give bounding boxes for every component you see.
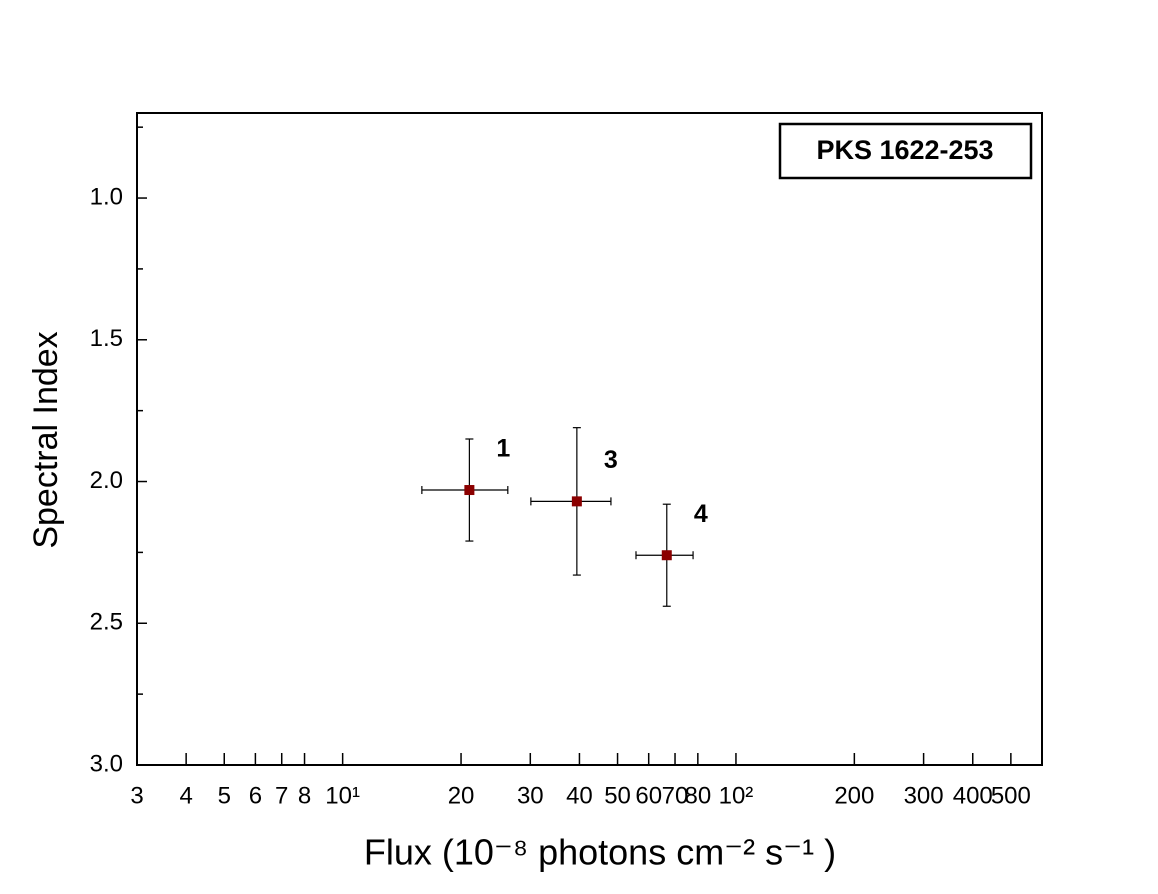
x-tick-label: 8 xyxy=(298,782,311,809)
x-tick-label: 7 xyxy=(275,782,288,809)
point-label: 4 xyxy=(694,500,708,528)
x-tick-label: 20 xyxy=(448,782,475,809)
x-tick-label: 3 xyxy=(130,782,143,809)
x-tick-label: 70 xyxy=(662,782,689,809)
x-axis-label: Flux (10⁻⁸ photons cm⁻² s⁻¹ ) xyxy=(364,832,836,873)
point xyxy=(464,485,475,496)
point xyxy=(661,550,672,561)
x-tick-label: 400 xyxy=(953,782,993,809)
plot-frame xyxy=(136,112,1043,766)
x-tick-label: 80 xyxy=(684,782,711,809)
x-tick-label: 6 xyxy=(249,782,262,809)
y-tick-label: 2.5 xyxy=(90,609,123,636)
x-tick-label: 10¹ xyxy=(325,782,360,809)
x-tick-label: 10² xyxy=(719,782,754,809)
y-tick-label: 1.5 xyxy=(90,325,123,352)
x-tick-label: 40 xyxy=(566,782,593,809)
point-label: 3 xyxy=(604,446,618,474)
x-tick-label: 60 xyxy=(635,782,662,809)
x-tick-label: 4 xyxy=(179,782,192,809)
x-tick-label: 30 xyxy=(517,782,544,809)
y-tick-label: 1.0 xyxy=(90,183,123,210)
x-tick-label: 500 xyxy=(991,782,1031,809)
legend-text: PKS 1622-253 xyxy=(816,135,993,165)
legend-box xyxy=(778,122,1033,180)
x-tick-label: 300 xyxy=(904,782,944,809)
y-tick-label: 2.0 xyxy=(90,467,123,494)
point-label: 1 xyxy=(496,435,510,463)
point xyxy=(571,496,582,507)
x-tick-label: 5 xyxy=(218,782,231,809)
y-tick-label: 3.0 xyxy=(90,750,123,777)
y-axis-label: Spectral Index xyxy=(27,331,65,548)
x-tick-label: 200 xyxy=(834,782,874,809)
x-tick-label: 50 xyxy=(604,782,631,809)
